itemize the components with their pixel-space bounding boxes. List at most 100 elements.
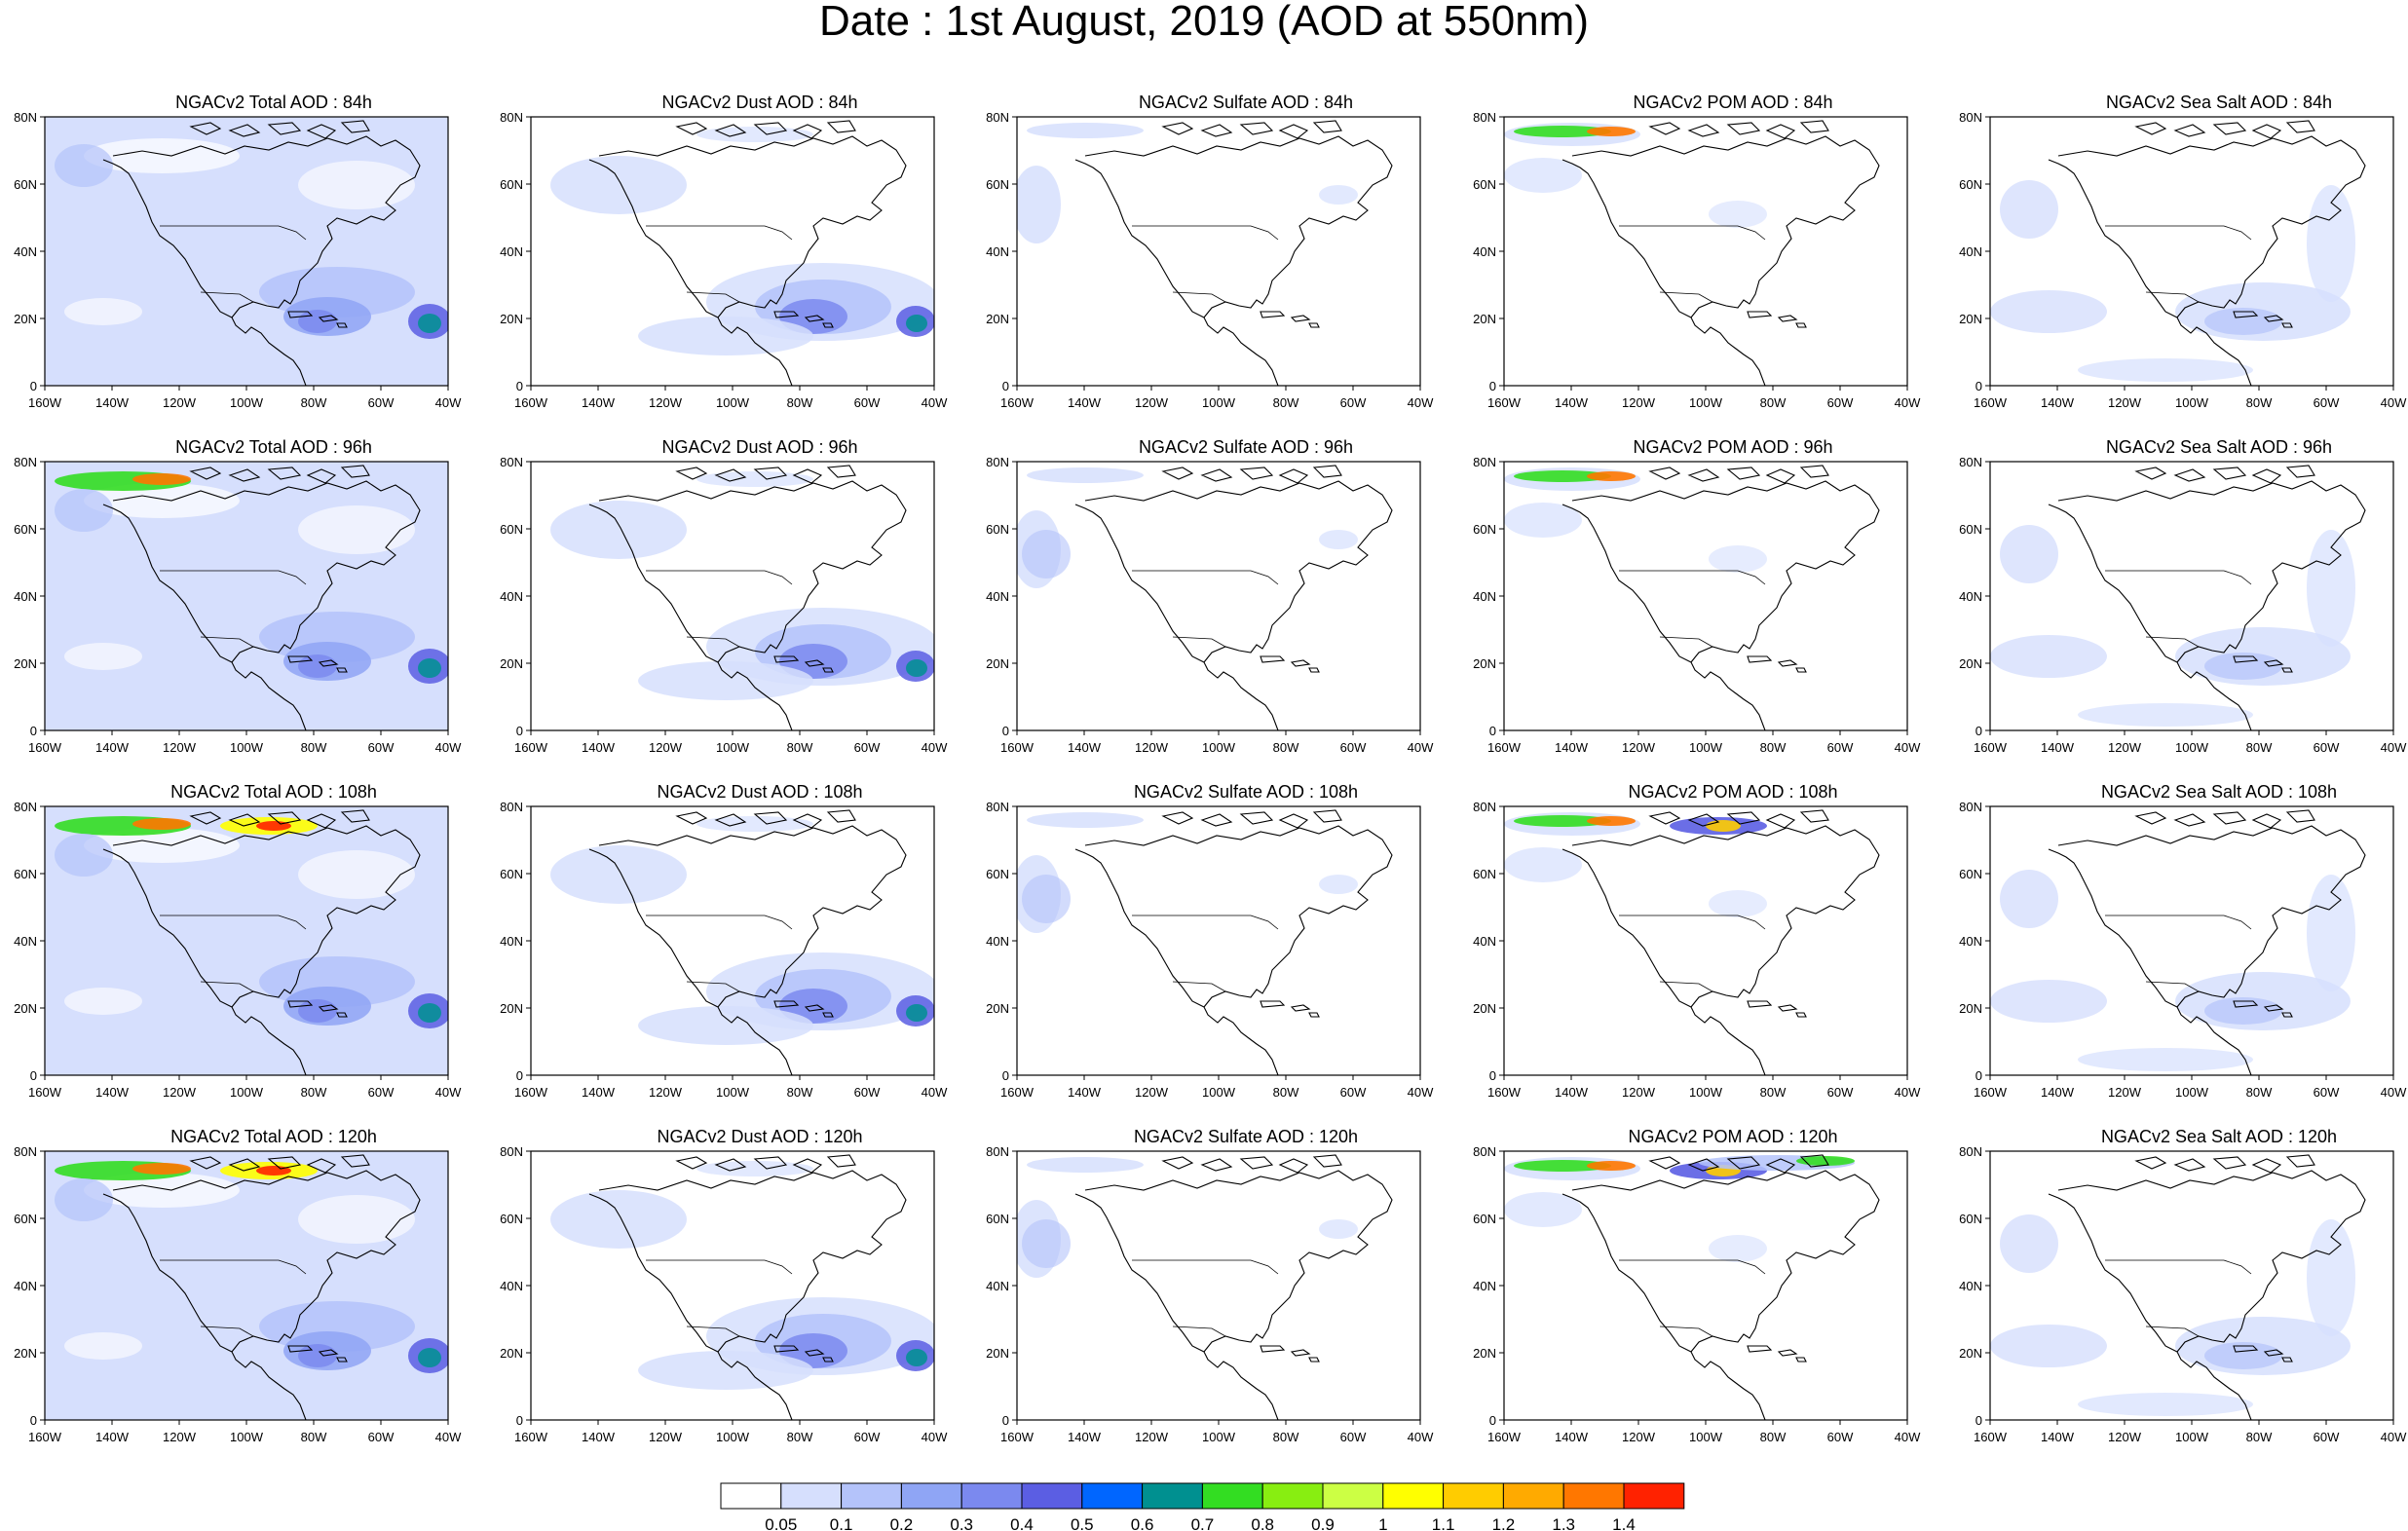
x-tick-label: 60W [368, 740, 395, 755]
x-tick-label: 120W [2108, 395, 2142, 410]
x-tick-label: 120W [163, 1085, 197, 1100]
colorbar-swatch [780, 1482, 843, 1510]
map-plot: 80N 60N 40N 20N 0 160W 140W 120W 100W 80W 60W 40W [500, 800, 948, 1100]
x-tick-label: 140W [1555, 1430, 1589, 1444]
y-tick-label: 60N [1959, 867, 1982, 881]
map-panel: NGACv2 Sulfate AOD : 96h 80N 60N 40N 20N 0 160… [986, 437, 1502, 783]
panel-title: NGACv2 Dust AOD : 108h [657, 782, 863, 802]
y-tick-label: 20N [14, 312, 37, 326]
y-tick-label: 80N [1959, 800, 1982, 814]
x-tick-label: 80W [301, 395, 327, 410]
map-panel: NGACv2 Sea Salt AOD : 120h 80N 60N 40N 20N 0 1… [1959, 1128, 2408, 1473]
y-tick-label: 60N [1959, 177, 1982, 192]
colorbar-swatch [841, 1482, 902, 1510]
y-tick-label: 60N [986, 522, 1009, 537]
x-tick-label: 100W [716, 740, 750, 755]
x-tick-label: 120W [2108, 1430, 2142, 1444]
y-tick-label: 60N [1959, 1212, 1982, 1226]
y-tick-label: 20N [1473, 1346, 1496, 1361]
x-tick-label: 100W [230, 1430, 264, 1444]
x-tick-label: 100W [716, 395, 750, 410]
y-tick-label: 20N [14, 1001, 37, 1016]
y-tick-label: 0 [1002, 1413, 1009, 1428]
x-tick-label: 80W [1273, 1085, 1299, 1100]
y-tick-label: 20N [1959, 1001, 1982, 1016]
x-tick-label: 60W [1340, 395, 1367, 410]
x-tick-label: 120W [649, 395, 683, 410]
y-tick-label: 80N [500, 455, 523, 469]
y-tick-label: 80N [986, 1144, 1009, 1159]
x-tick-label: 160W [1974, 395, 2008, 410]
map-plot: 80N 60N 40N 20N 0 160W 140W 120W 100W 80W 60W 40W [986, 1144, 1434, 1444]
colorbar-swatch [1261, 1482, 1324, 1510]
panel-title: NGACv2 Sulfate AOD : 96h [1138, 437, 1354, 457]
colorbar-swatch [960, 1482, 1023, 1510]
coastline [2048, 465, 2366, 730]
y-tick-label: 80N [14, 1144, 37, 1159]
x-tick-label: 160W [28, 740, 62, 755]
y-tick-label: 60N [500, 1212, 523, 1226]
y-tick-label: 40N [500, 244, 523, 259]
coastline [1561, 809, 1880, 1075]
map-plot: 80N 60N 40N 20N 0 160W 140W 120W 100W 80W 60W 40W [1473, 455, 1921, 755]
x-tick-label: 100W [716, 1430, 750, 1444]
coastline [1074, 809, 1393, 1075]
x-tick-label: 40W [1895, 395, 1921, 410]
colorbar-swatch [1021, 1482, 1083, 1510]
x-tick-label: 40W [1408, 1085, 1434, 1100]
y-tick-label: 0 [1002, 724, 1009, 738]
x-tick-label: 100W [716, 1085, 750, 1100]
panel-title: NGACv2 Sea Salt AOD : 96h [2105, 437, 2333, 457]
figure-title: Date : 1st August, 2019 (AOD at 550nm) [819, 0, 1589, 45]
y-tick-label: 40N [986, 589, 1009, 604]
panel-title: NGACv2 Sea Salt AOD : 108h [2100, 782, 2338, 802]
y-tick-label: 40N [1959, 1279, 1982, 1293]
y-tick-label: 60N [1473, 177, 1496, 192]
colorbar-label: 1.3 [1552, 1515, 1575, 1531]
y-tick-label: 0 [1489, 1068, 1496, 1083]
panel-title: NGACv2 Dust AOD : 96h [661, 437, 858, 457]
x-tick-label: 60W [1827, 1085, 1854, 1100]
x-tick-label: 40W [1895, 1085, 1921, 1100]
y-tick-label: 40N [14, 244, 37, 259]
y-tick-label: 20N [986, 656, 1009, 671]
y-tick-label: 40N [1473, 934, 1496, 949]
y-tick-label: 40N [14, 589, 37, 604]
map-panel: NGACv2 Sulfate AOD : 84h 80N 60N 40N 20N 0 160… [986, 93, 1502, 438]
x-tick-label: 60W [1827, 740, 1854, 755]
y-tick-label: 40N [1473, 1279, 1496, 1293]
panel-title: NGACv2 Sea Salt AOD : 84h [2105, 93, 2333, 112]
aod-field [1990, 806, 2393, 1075]
map-panel: NGACv2 Sea Salt AOD : 84h 80N 60N 40N 20N 0 16… [1959, 93, 2408, 438]
y-tick-label: 0 [516, 1413, 523, 1428]
colorbar-swatch [1623, 1482, 1685, 1510]
map-plot: 80N 60N 40N 20N 0 160W 140W 120W 100W 80W 60W 40W [1959, 800, 2407, 1100]
x-tick-label: 120W [1622, 395, 1656, 410]
x-tick-label: 120W [1135, 1430, 1169, 1444]
x-tick-label: 120W [1135, 740, 1169, 755]
x-tick-label: 100W [1689, 1430, 1723, 1444]
colorbar-swatch [1142, 1482, 1203, 1510]
colorbar-label: 0.05 [765, 1515, 797, 1531]
y-tick-label: 0 [516, 379, 523, 393]
y-tick-label: 80N [500, 110, 523, 125]
y-tick-label: 80N [986, 455, 1009, 469]
x-tick-label: 40W [2381, 1430, 2407, 1444]
x-tick-label: 120W [163, 1430, 197, 1444]
y-tick-label: 60N [1473, 1212, 1496, 1226]
coastline [2048, 120, 2366, 386]
y-tick-label: 60N [986, 867, 1009, 881]
y-tick-label: 40N [1959, 934, 1982, 949]
x-tick-label: 160W [28, 395, 62, 410]
y-tick-label: 0 [1975, 379, 1982, 393]
y-tick-label: 60N [1473, 867, 1496, 881]
x-tick-label: 40W [922, 740, 948, 755]
x-tick-label: 60W [1827, 395, 1854, 410]
x-tick-label: 160W [1487, 395, 1522, 410]
y-tick-label: 40N [14, 934, 37, 949]
coastline [1074, 1154, 1393, 1420]
aod-field [531, 806, 934, 1075]
colorbar-swatch [1443, 1482, 1504, 1510]
x-tick-label: 80W [301, 1085, 327, 1100]
y-tick-label: 20N [1473, 1001, 1496, 1016]
